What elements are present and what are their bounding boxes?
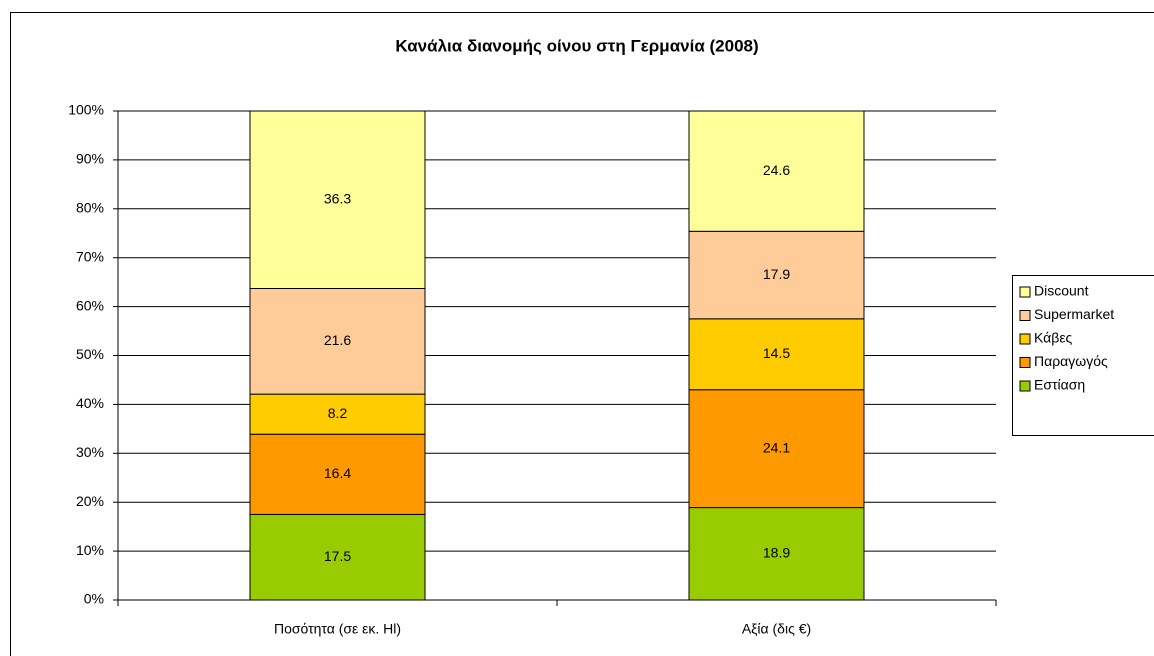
legend-swatch bbox=[1019, 357, 1031, 368]
bar-segment bbox=[688, 507, 865, 601]
legend-swatch bbox=[1019, 333, 1031, 345]
legend-swatch bbox=[1019, 286, 1031, 298]
y-tick-label: 90% bbox=[76, 151, 104, 167]
data-label: 24.6 bbox=[763, 162, 790, 178]
y-tick-label: 20% bbox=[76, 493, 104, 509]
y-tick-label: 70% bbox=[76, 248, 104, 264]
legend-label: Discount bbox=[1034, 283, 1089, 299]
legend-label: Supermarket bbox=[1034, 306, 1114, 322]
data-label: 36.3 bbox=[324, 190, 351, 206]
y-tick-label: 80% bbox=[76, 200, 104, 216]
y-tick-label: 100% bbox=[68, 102, 104, 118]
chart-title: Κανάλια διανομής οίνου στη Γερμανία (200… bbox=[395, 36, 758, 55]
bar-segment bbox=[688, 230, 865, 320]
legend-label: Κάβες bbox=[1034, 330, 1073, 346]
legend-label: Παραγωγός bbox=[1034, 353, 1108, 369]
y-tick-label: 60% bbox=[76, 297, 104, 313]
y-tick-label: 30% bbox=[76, 444, 104, 460]
x-tick-label: Ποσότητα (σε εκ. Hl) bbox=[274, 621, 401, 637]
data-label: 8.2 bbox=[328, 405, 348, 421]
legend-swatch bbox=[1019, 380, 1031, 392]
bar-segment bbox=[249, 513, 426, 601]
x-tick-label: Αξία (δις €) bbox=[742, 621, 811, 637]
data-label: 18.9 bbox=[763, 544, 790, 560]
bar-segment bbox=[249, 110, 426, 290]
bar-segment bbox=[249, 433, 426, 515]
bar-segment bbox=[688, 318, 865, 391]
data-label: 21.6 bbox=[324, 332, 351, 348]
y-tick-label: 40% bbox=[76, 395, 104, 411]
bar-segment bbox=[249, 288, 426, 395]
legend-label: Εστίαση bbox=[1034, 377, 1085, 393]
data-label: 16.4 bbox=[324, 465, 351, 481]
bar-segment bbox=[249, 393, 426, 435]
data-label: 17.5 bbox=[324, 548, 351, 564]
bar-segment bbox=[688, 110, 865, 232]
chart-frame bbox=[10, 12, 1154, 656]
legend-swatch bbox=[1019, 310, 1031, 321]
y-tick-label: 10% bbox=[76, 542, 104, 558]
data-label: 24.1 bbox=[763, 439, 790, 455]
data-label: 14.5 bbox=[763, 345, 790, 361]
bar-segment bbox=[688, 389, 865, 509]
y-tick-label: 0% bbox=[84, 591, 104, 607]
y-tick-label: 50% bbox=[76, 346, 104, 362]
legend-box bbox=[1012, 275, 1154, 436]
data-label: 17.9 bbox=[763, 266, 790, 282]
